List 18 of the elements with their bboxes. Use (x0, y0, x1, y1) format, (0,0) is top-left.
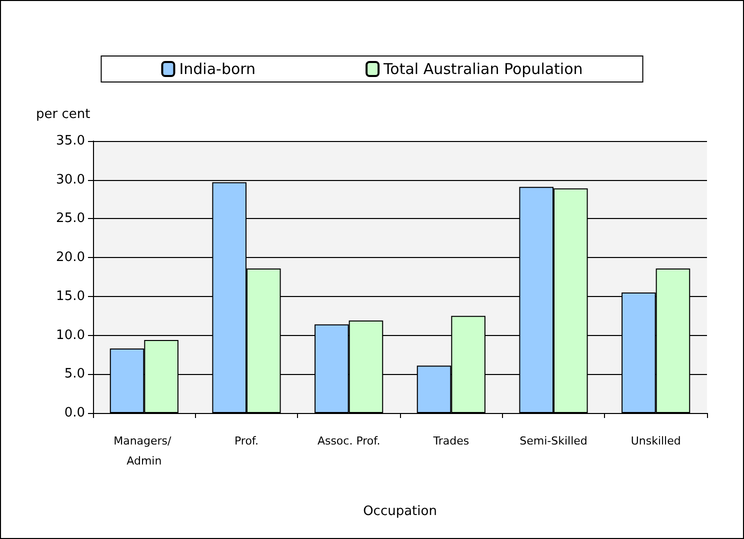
y-tick-label: 10.0 (56, 328, 85, 343)
legend-label: India-born (179, 60, 256, 78)
y-tick-label: 30.0 (56, 172, 85, 188)
y-tick-label: 35.0 (56, 134, 85, 148)
y-tick-label: 0.0 (64, 406, 85, 420)
x-tick-label: Semi-Skilled (520, 434, 588, 448)
x-tick-label: Prof. (234, 434, 259, 448)
y-axis-title: per cent (36, 107, 90, 122)
legend-label: Total Australian Population (382, 60, 583, 78)
y-tick-label: 25.0 (56, 211, 85, 226)
x-axis-title: Occupation (363, 504, 437, 519)
y-tick-label: 5.0 (64, 366, 85, 382)
x-tick-label: Trades (432, 434, 470, 448)
y-tick-label: 20.0 (56, 250, 85, 266)
y-tick-label: 15.0 (56, 288, 85, 304)
x-tick-label: Managers/ Admin (114, 434, 175, 468)
x-tick-label: Unskilled (630, 434, 681, 448)
x-tick-label: Assoc. Prof. (317, 434, 380, 448)
